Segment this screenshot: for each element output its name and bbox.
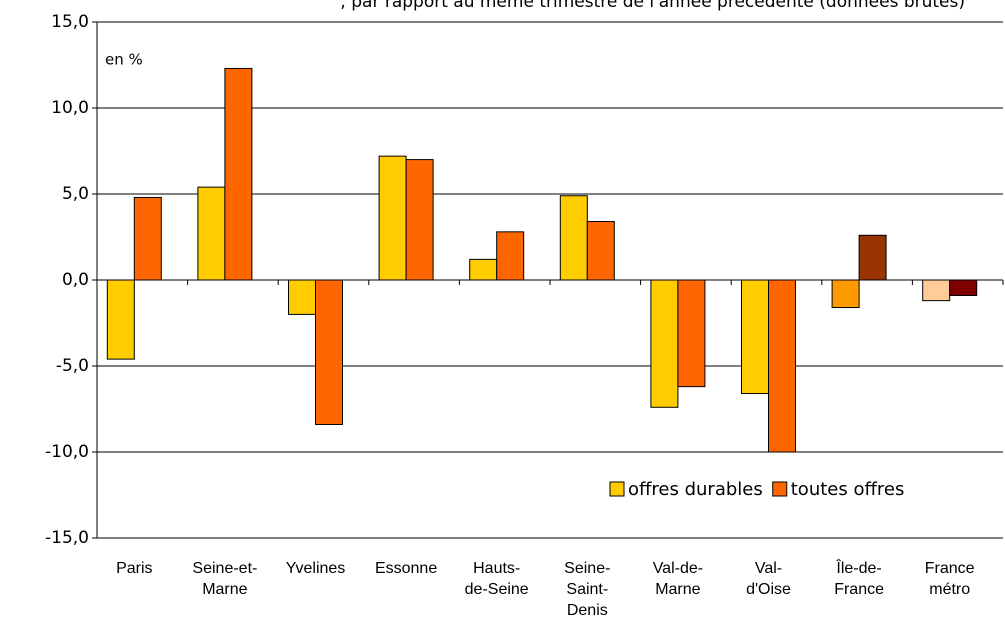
x-tick-label: Seine- Saint- Denis <box>564 560 611 619</box>
y-tick-label: 10,0 <box>51 98 89 118</box>
chart-title: , par rapport au même trimestre de l'ann… <box>340 0 965 12</box>
bar <box>586 221 615 281</box>
bar <box>405 159 434 281</box>
bar <box>224 67 253 281</box>
y-tick-label: -5,0 <box>56 356 89 376</box>
y-tick-label: -10,0 <box>45 442 89 462</box>
bar <box>106 279 135 360</box>
x-tick-label: Val- d'Oise <box>746 560 791 598</box>
x-tick-label: France métro <box>924 560 975 598</box>
bar <box>378 155 407 281</box>
x-tick-label: Île-de- France <box>834 560 884 598</box>
bar <box>315 279 343 425</box>
bar <box>496 231 525 281</box>
legend-label: offres durables <box>628 479 763 500</box>
y-tick-label: -15,0 <box>45 528 89 548</box>
bar <box>288 279 316 315</box>
bar <box>650 279 679 408</box>
bar <box>469 258 498 281</box>
y-tick-label: 0,0 <box>62 270 89 290</box>
bar <box>858 234 887 281</box>
y-tick-label: 5,0 <box>62 184 89 204</box>
x-tick-label: Val-de- Marne <box>652 560 704 598</box>
bar <box>768 279 796 453</box>
annotation: en % <box>105 51 143 69</box>
bar <box>922 279 951 302</box>
x-tick-label: Paris <box>116 560 153 577</box>
y-tick-label: 15,0 <box>51 12 89 32</box>
bar <box>741 279 769 395</box>
bar <box>559 195 588 281</box>
bar <box>831 279 860 309</box>
x-tick-label: Seine-et- Marne <box>192 560 258 598</box>
bar <box>197 186 226 281</box>
legend-label: toutes offres <box>791 479 905 500</box>
x-tick-label: Hauts- de-Seine <box>464 560 529 598</box>
legend-swatch <box>609 481 625 497</box>
x-tick-label: Essonne <box>374 560 438 577</box>
bar <box>949 279 978 296</box>
legend-swatch <box>772 481 788 497</box>
bar <box>133 196 162 281</box>
bar <box>677 279 706 388</box>
x-tick-label: Yvelines <box>285 560 346 577</box>
